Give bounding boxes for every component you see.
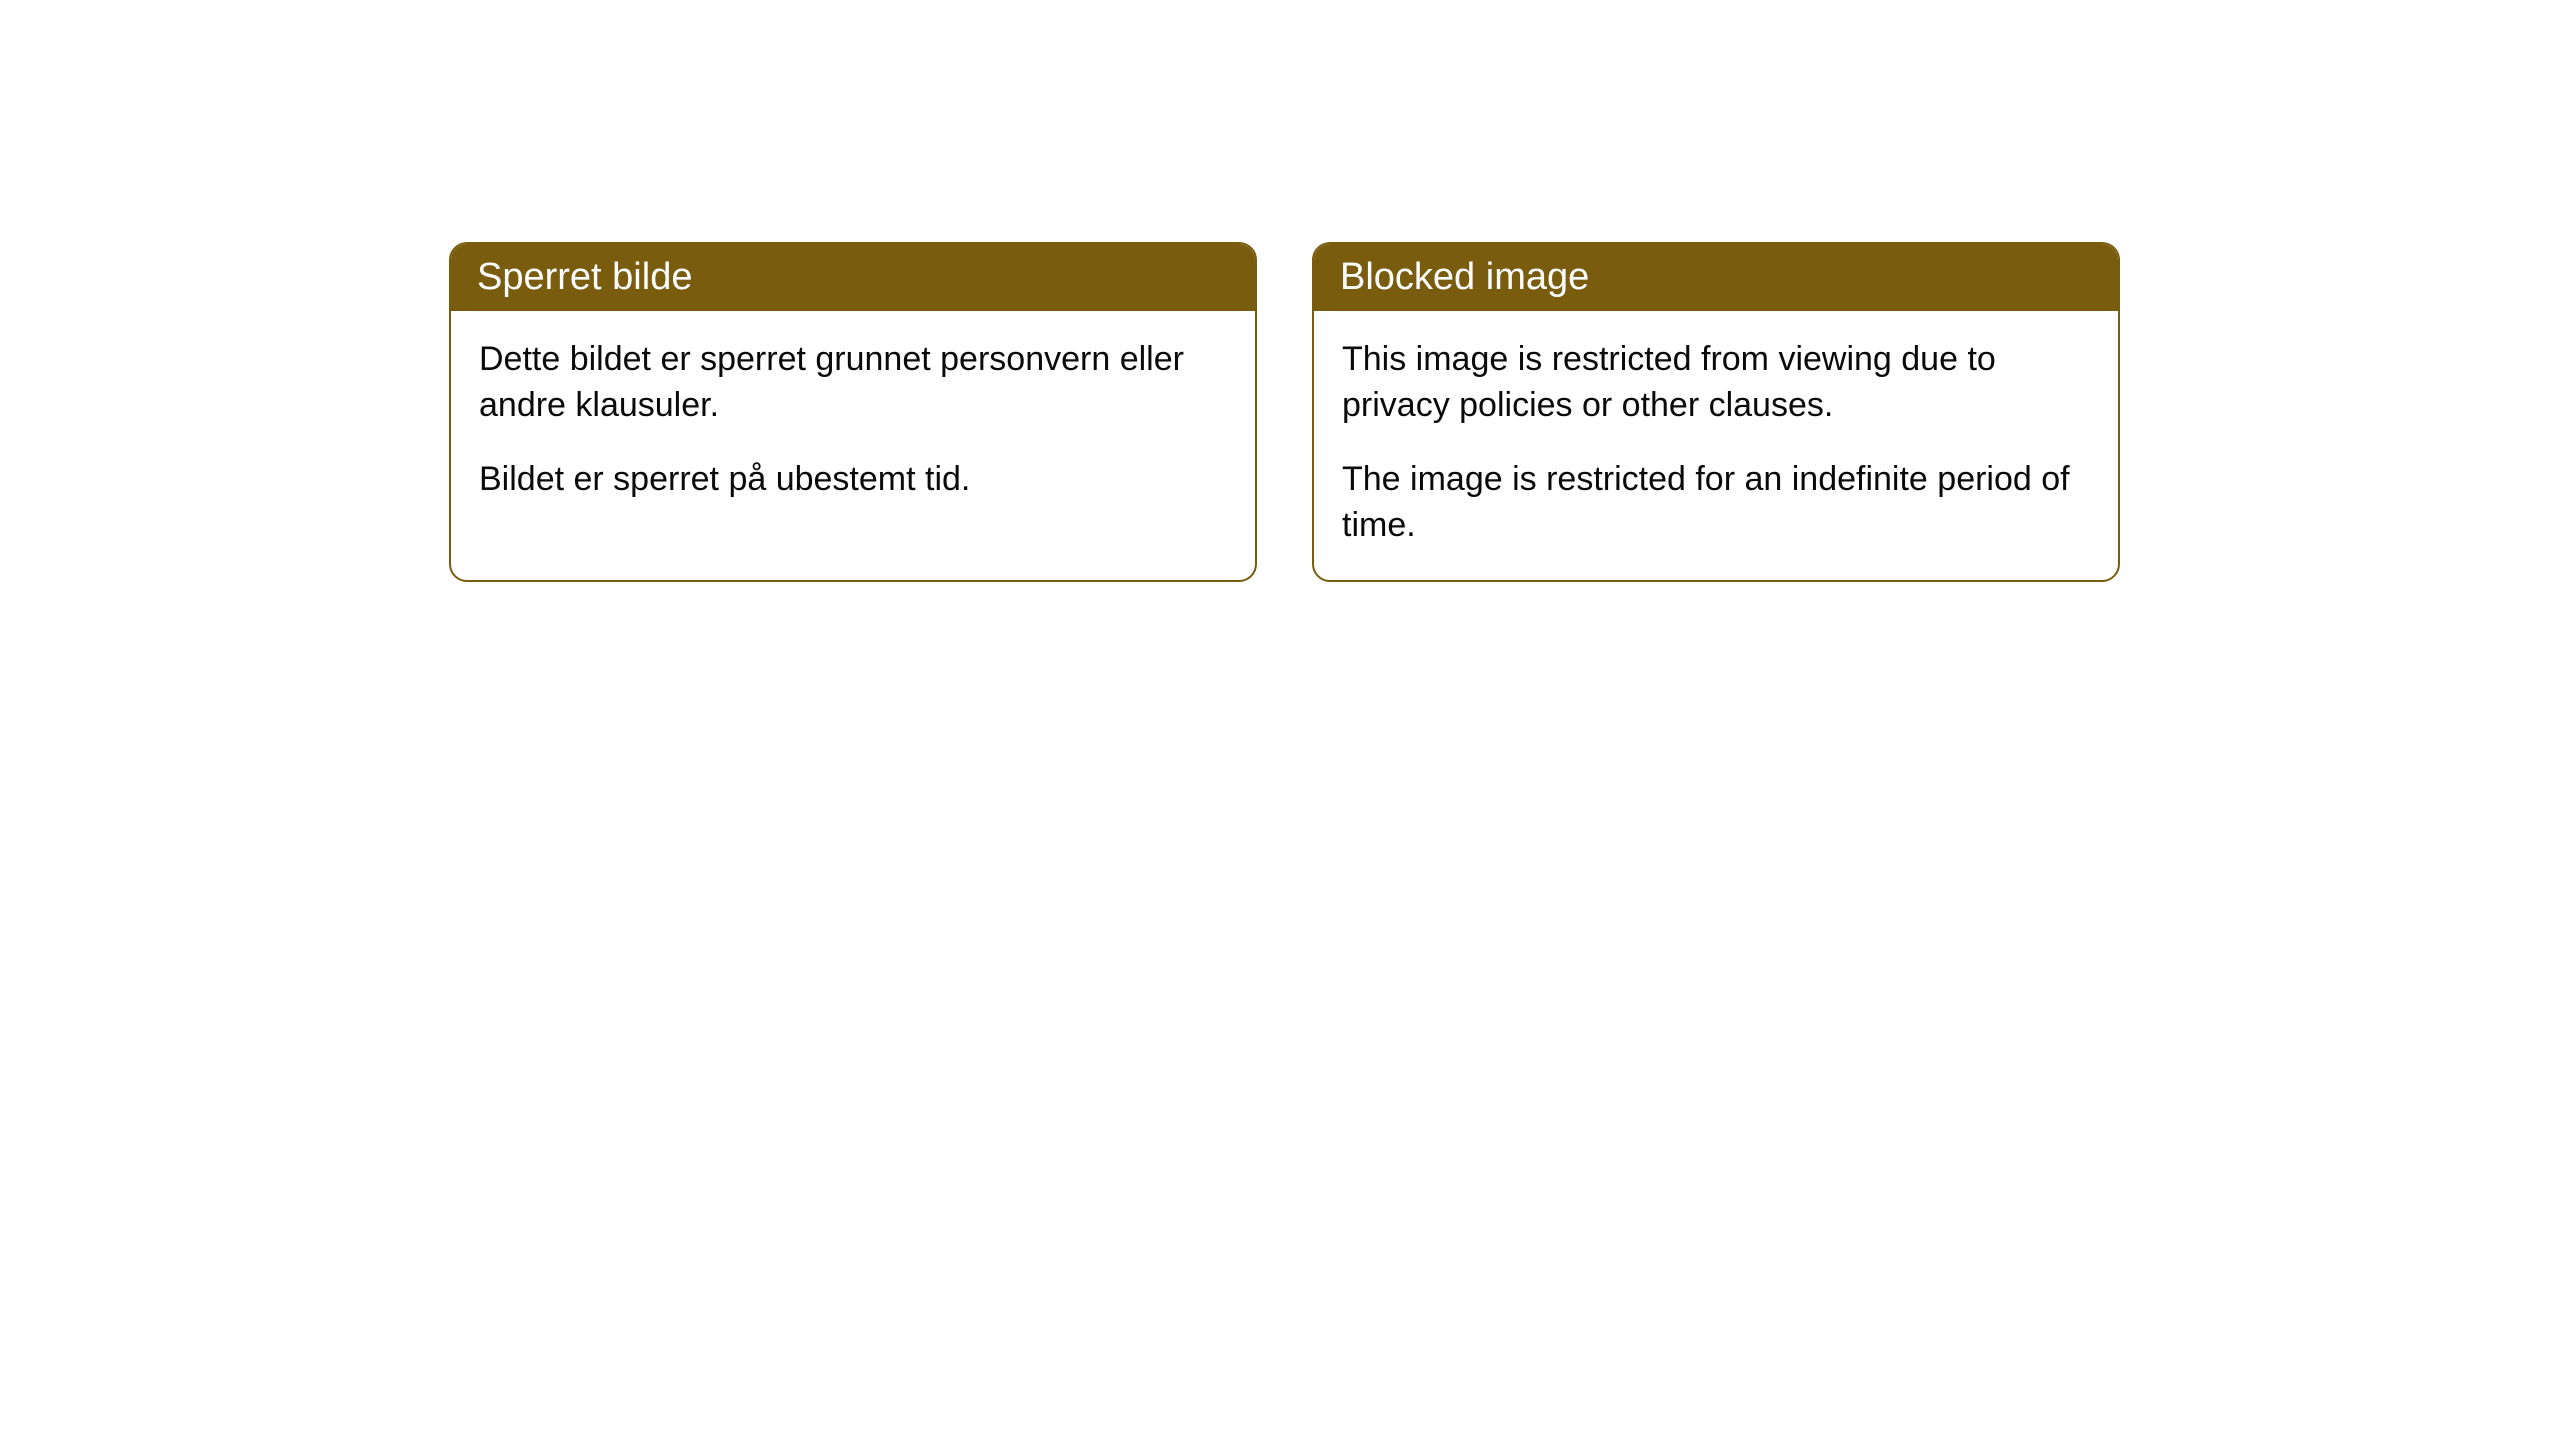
card-paragraph-norwegian-1: Dette bildet er sperret grunnet personve… xyxy=(479,337,1227,429)
card-paragraph-norwegian-2: Bildet er sperret på ubestemt tid. xyxy=(479,457,1227,503)
card-title-norwegian: Sperret bilde xyxy=(477,256,692,298)
card-body-english: This image is restricted from viewing du… xyxy=(1314,311,2118,582)
cards-container: Sperret bilde Dette bildet er sperret gr… xyxy=(449,242,2120,582)
card-norwegian: Sperret bilde Dette bildet er sperret gr… xyxy=(449,242,1257,582)
card-body-norwegian: Dette bildet er sperret grunnet personve… xyxy=(451,311,1255,543)
card-header-english: Blocked image xyxy=(1314,244,2118,311)
card-title-english: Blocked image xyxy=(1340,256,1589,298)
card-english: Blocked image This image is restricted f… xyxy=(1312,242,2120,582)
card-header-norwegian: Sperret bilde xyxy=(451,244,1255,311)
card-paragraph-english-2: The image is restricted for an indefinit… xyxy=(1342,457,2090,549)
card-paragraph-english-1: This image is restricted from viewing du… xyxy=(1342,337,2090,429)
